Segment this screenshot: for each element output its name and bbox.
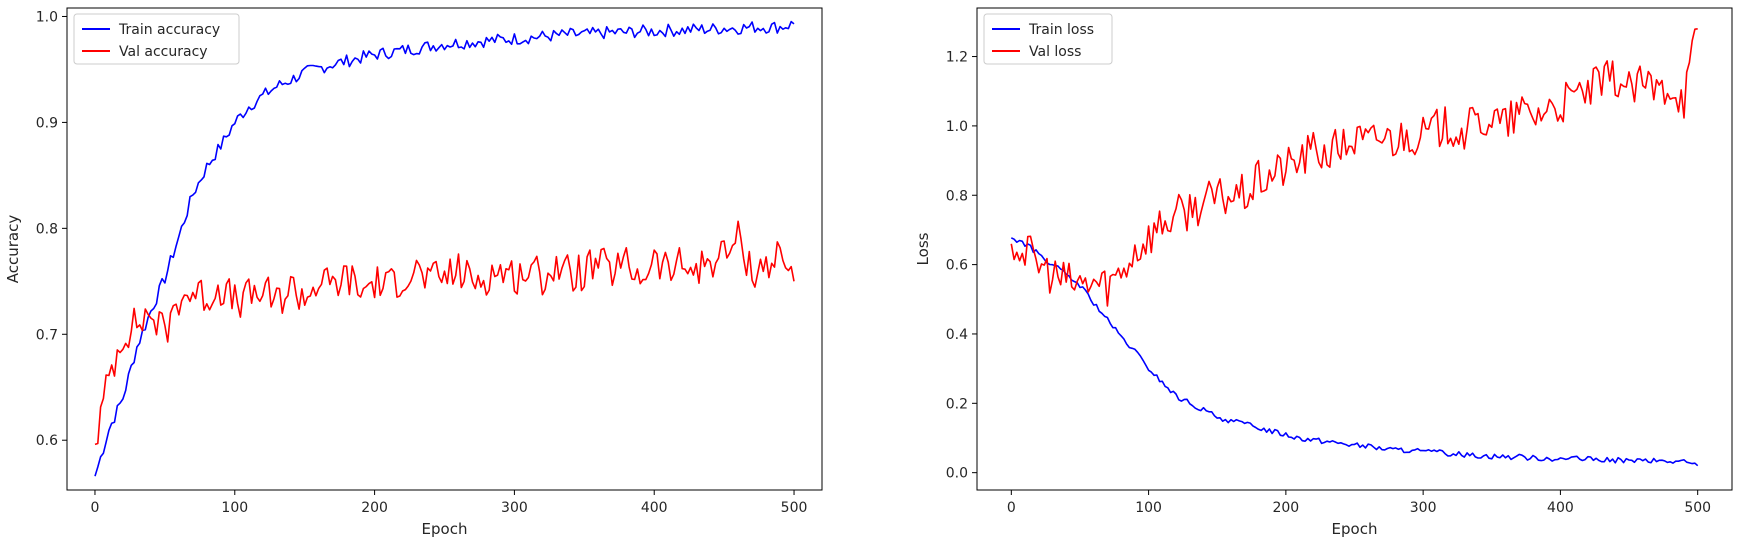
x-tick-label: 0 bbox=[1007, 500, 1016, 516]
y-tick-label: 0.6 bbox=[946, 258, 968, 274]
y-tick-label: 0.8 bbox=[946, 188, 968, 204]
y-tick-label: 0.2 bbox=[946, 396, 968, 412]
x-tick-label: 100 bbox=[1135, 500, 1162, 516]
y-tick-label: 1.0 bbox=[946, 119, 968, 135]
x-axis-label: Epoch bbox=[422, 520, 468, 538]
x-axis-label: Epoch bbox=[1332, 520, 1378, 538]
series-line-val bbox=[1010, 28, 1698, 307]
y-tick-label: 0.9 bbox=[36, 115, 58, 131]
x-tick-label: 500 bbox=[1684, 500, 1711, 516]
plot-area-frame bbox=[976, 7, 1733, 491]
y-tick-label: 0.0 bbox=[946, 466, 968, 482]
accuracy-chart: 0 100 200 300 400 500 0.6 0.7 0.8 0.9 1.0 Epoch Accu… bbox=[4, 7, 823, 538]
y-axis-label: Loss bbox=[914, 232, 932, 265]
legend-frame bbox=[73, 13, 240, 65]
series-line-val bbox=[94, 220, 795, 446]
series-line-train bbox=[1010, 237, 1699, 467]
legend-label: Val accuracy bbox=[119, 44, 208, 60]
y-tick-label: 0.8 bbox=[36, 221, 58, 237]
plot-area-frame bbox=[66, 7, 823, 491]
y-axis-label: Accuracy bbox=[4, 215, 22, 284]
x-tick-label: 0 bbox=[91, 500, 100, 516]
x-tick-label: 400 bbox=[641, 500, 668, 516]
y-tick-label: 0.4 bbox=[946, 327, 968, 343]
loss-chart: 0 100 200 300 400 500 0.0 0.2 0.4 0.6 0.8 1.0 1.2 Epo… bbox=[914, 7, 1733, 538]
x-tick-label: 300 bbox=[1410, 500, 1437, 516]
y-tick-label: 0.6 bbox=[36, 433, 58, 449]
y-tick-label: 0.7 bbox=[36, 327, 58, 343]
x-tick-label: 500 bbox=[781, 500, 808, 516]
x-tick-label: 300 bbox=[501, 500, 528, 516]
series-group bbox=[1010, 28, 1699, 467]
legend-label: Train loss bbox=[1028, 22, 1094, 38]
series-group bbox=[94, 20, 795, 477]
y-tick-label: 1.0 bbox=[36, 9, 58, 25]
legend: Train accuracy Val accuracy bbox=[73, 13, 240, 65]
x-tick-label: 200 bbox=[361, 500, 388, 516]
legend-label: Val loss bbox=[1029, 44, 1081, 60]
x-tick-label: 100 bbox=[221, 500, 248, 516]
legend-label: Train accuracy bbox=[118, 22, 220, 38]
series-line-train bbox=[94, 20, 795, 477]
legend: Train loss Val loss bbox=[983, 13, 1113, 65]
x-tick-label: 400 bbox=[1547, 500, 1574, 516]
y-tick-label: 1.2 bbox=[946, 50, 968, 66]
x-tick-label: 200 bbox=[1272, 500, 1299, 516]
